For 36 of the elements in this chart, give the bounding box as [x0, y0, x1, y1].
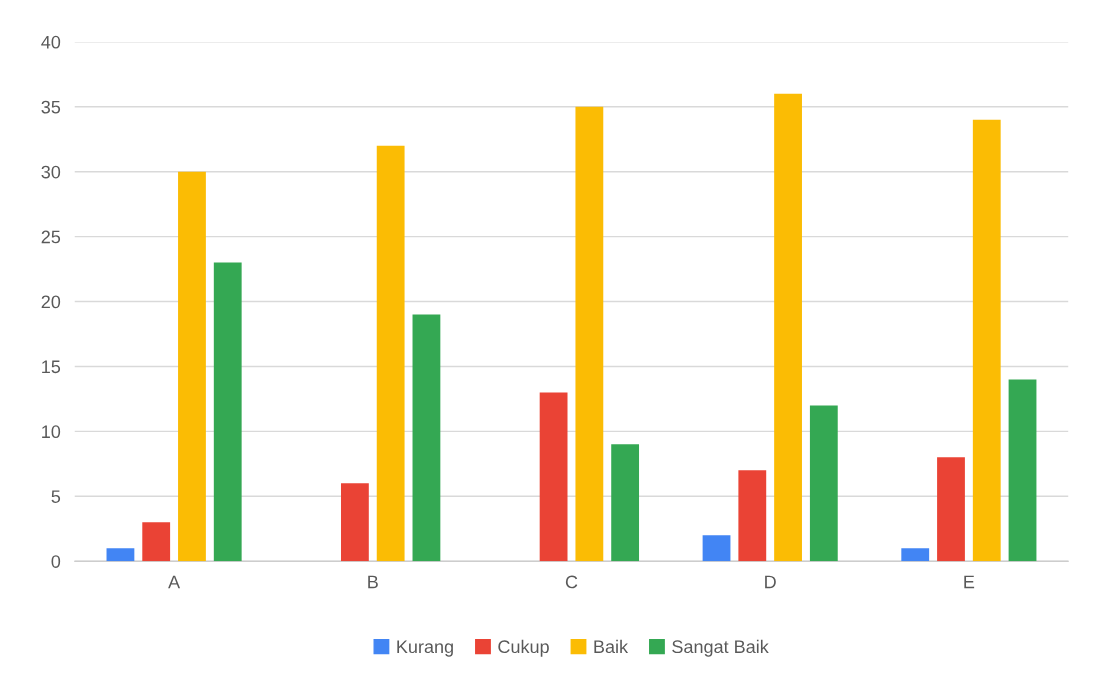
y-tick-label: 20 [41, 295, 61, 309]
legend-label: Sangat Baik [672, 639, 769, 657]
bar [937, 457, 965, 562]
bar [412, 314, 441, 562]
y-tick-label: 15 [42, 360, 61, 374]
legend-label: Kurang [397, 640, 453, 657]
y-tick-label: 10 [42, 425, 61, 439]
bar [611, 444, 640, 562]
y-tick-label: 30 [41, 165, 61, 179]
x-tick-label: E [964, 575, 975, 589]
y-tick-label: 35 [41, 100, 61, 114]
bar [972, 119, 1001, 562]
bar [376, 145, 405, 562]
bar [142, 522, 171, 562]
y-tick-label: 0 [51, 555, 61, 568]
y-tick-label: 5 [51, 490, 61, 503]
bar [575, 106, 604, 562]
legend-label: Baik [594, 639, 629, 654]
bar [738, 470, 767, 562]
bar [702, 535, 731, 562]
y-tick-label: 25 [41, 230, 61, 244]
legend-label: Cukup [498, 639, 549, 657]
bar [340, 483, 369, 562]
x-tick-label: D [765, 575, 776, 589]
bar [809, 405, 838, 562]
y-tick-label: 40 [41, 35, 61, 49]
x-tick-label: A [168, 575, 181, 589]
bar [213, 262, 242, 562]
bar [1008, 379, 1037, 562]
bar [901, 548, 930, 562]
bar [178, 171, 206, 562]
bar [774, 93, 802, 562]
bar [539, 392, 568, 562]
x-tick-label: C [565, 575, 578, 589]
bar [106, 548, 135, 562]
x-tick-label: B [368, 575, 378, 589]
